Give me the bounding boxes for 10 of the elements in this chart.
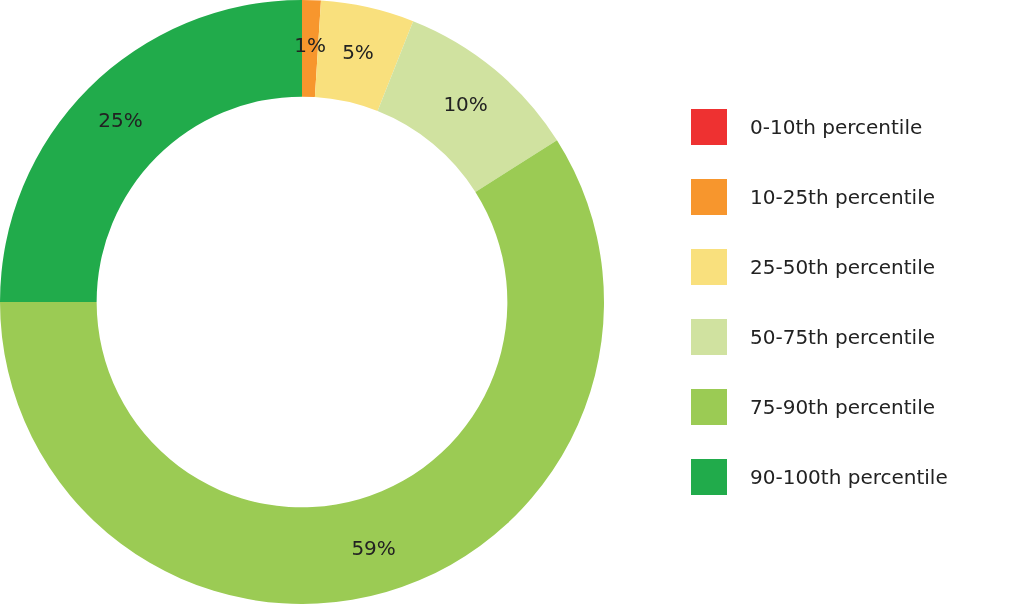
data-label: 25% <box>98 108 143 133</box>
data-label: 10% <box>443 92 488 117</box>
legend-label: 10-25th percentile <box>750 185 936 209</box>
legend-label: 90-100th percentile <box>750 465 948 489</box>
legend-label: 0-10th percentile <box>750 115 923 139</box>
data-label: 5% <box>342 39 374 64</box>
legend-label: 50-75th percentile <box>750 325 936 349</box>
legend-label: 75-90th percentile <box>750 395 936 419</box>
legend-label: 25-50th percentile <box>750 255 936 279</box>
data-label: 59% <box>351 536 396 561</box>
